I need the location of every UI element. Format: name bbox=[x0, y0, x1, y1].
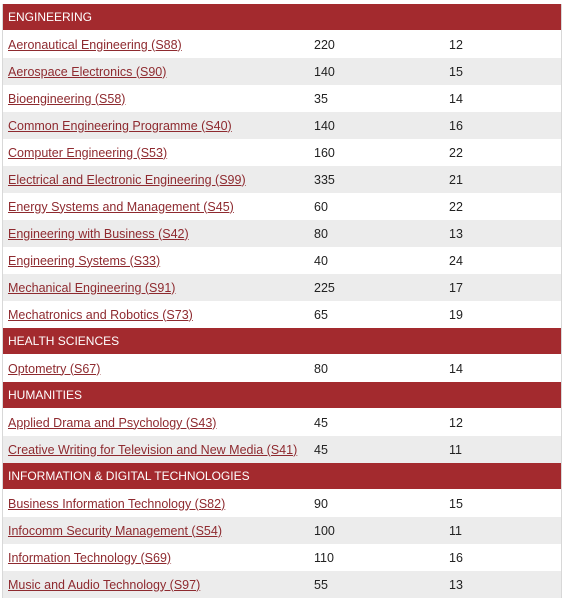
table-row: Business Information Technology (S82) 90 1… bbox=[3, 490, 561, 517]
course-value-cell: 13 bbox=[449, 226, 463, 241]
course-value-cell: 60 bbox=[314, 199, 328, 214]
course-link[interactable]: Aerospace Electronics (S90) bbox=[8, 64, 167, 79]
course-value-cell: 17 bbox=[449, 280, 463, 295]
course-link[interactable]: Aeronautical Engineering (S88) bbox=[8, 37, 182, 52]
course-name-cell: Applied Drama and Psychology (S43) bbox=[3, 416, 314, 430]
course-value-cell: 160 bbox=[314, 145, 335, 160]
course-name-cell: Business Information Technology (S82) bbox=[3, 497, 314, 511]
course-link[interactable]: Energy Systems and Management (S45) bbox=[8, 199, 234, 214]
table-row: Infocomm Security Management (S54) 100 11 bbox=[3, 517, 561, 544]
course-value-cell: 45 bbox=[314, 442, 328, 457]
course-value-cell: 335 bbox=[314, 172, 335, 187]
course-value-cell: 110 bbox=[314, 550, 334, 565]
table-row: Common Engineering Programme (S40) 140 16 bbox=[3, 112, 561, 139]
course-link[interactable]: Mechatronics and Robotics (S73) bbox=[8, 307, 193, 322]
course-link[interactable]: Business Information Technology (S82) bbox=[8, 496, 226, 511]
course-value-cell: 65 bbox=[314, 307, 328, 322]
table-row: Mechanical Engineering (S91) 225 17 bbox=[3, 274, 561, 301]
table-row: Music and Audio Technology (S97) 55 13 bbox=[3, 571, 561, 598]
course-value-cell: 19 bbox=[449, 307, 463, 322]
course-value-cell: 225 bbox=[314, 280, 335, 295]
course-name-cell: Energy Systems and Management (S45) bbox=[3, 200, 314, 214]
course-link[interactable]: Music and Audio Technology (S97) bbox=[8, 577, 201, 592]
table-row: Computer Engineering (S53) 160 22 bbox=[3, 139, 561, 166]
course-name-cell: Aerospace Electronics (S90) bbox=[3, 65, 314, 79]
course-name-cell: Bioengineering (S58) bbox=[3, 92, 314, 106]
course-name-cell: Information Technology (S69) bbox=[3, 551, 314, 565]
course-name-cell: Mechatronics and Robotics (S73) bbox=[3, 308, 314, 322]
course-name-cell: Common Engineering Programme (S40) bbox=[3, 119, 314, 133]
course-value-cell: 15 bbox=[449, 64, 463, 79]
course-link[interactable]: Information Technology (S69) bbox=[8, 550, 172, 565]
course-link[interactable]: Mechanical Engineering (S91) bbox=[8, 280, 176, 295]
course-value-cell: 11 bbox=[449, 442, 462, 457]
course-link[interactable]: Common Engineering Programme (S40) bbox=[8, 118, 232, 133]
section-header: ENGINEERING bbox=[3, 4, 561, 31]
section-header: HEALTH SCIENCES bbox=[3, 328, 561, 355]
table-row: Applied Drama and Psychology (S43) 45 12 bbox=[3, 409, 561, 436]
course-link[interactable]: Infocomm Security Management (S54) bbox=[8, 523, 222, 538]
course-value-cell: 16 bbox=[449, 118, 463, 133]
course-link[interactable]: Electrical and Electronic Engineering (S… bbox=[8, 172, 246, 187]
course-link[interactable]: Computer Engineering (S53) bbox=[8, 145, 168, 160]
course-value-cell: 12 bbox=[449, 37, 463, 52]
course-link[interactable]: Creative Writing for Television and New … bbox=[8, 442, 298, 457]
course-name-cell: Electrical and Electronic Engineering (S… bbox=[3, 173, 314, 187]
course-value-cell: 90 bbox=[314, 496, 328, 511]
table-row: Engineering with Business (S42) 80 13 bbox=[3, 220, 561, 247]
course-name-cell: Mechanical Engineering (S91) bbox=[3, 281, 314, 295]
course-value-cell: 220 bbox=[314, 37, 335, 52]
table-row: Creative Writing for Television and New … bbox=[3, 436, 561, 463]
course-value-cell: 24 bbox=[449, 253, 463, 268]
course-value-cell: 80 bbox=[314, 226, 328, 241]
course-value-cell: 15 bbox=[449, 496, 463, 511]
course-value-cell: 21 bbox=[449, 172, 463, 187]
course-value-cell: 40 bbox=[314, 253, 328, 268]
course-table: ENGINEERING Aeronautical Engineering (S88… bbox=[2, 4, 562, 598]
course-link[interactable]: Applied Drama and Psychology (S43) bbox=[8, 415, 217, 430]
course-name-cell: Infocomm Security Management (S54) bbox=[3, 524, 314, 538]
table-row: Optometry (S67) 80 14 bbox=[3, 355, 561, 382]
course-value-cell: 11 bbox=[449, 523, 462, 538]
table-row: Mechatronics and Robotics (S73) 65 19 bbox=[3, 301, 561, 328]
course-value-cell: 14 bbox=[449, 91, 463, 106]
course-value-cell: 13 bbox=[449, 577, 463, 592]
table-row: Bioengineering (S58) 35 14 bbox=[3, 85, 561, 112]
course-name-cell: Engineering Systems (S33) bbox=[3, 254, 314, 268]
course-name-cell: Aeronautical Engineering (S88) bbox=[3, 38, 314, 52]
course-value-cell: 140 bbox=[314, 118, 335, 133]
course-name-cell: Computer Engineering (S53) bbox=[3, 146, 314, 160]
table-row: Information Technology (S69) 110 16 bbox=[3, 544, 561, 571]
course-name-cell: Optometry (S67) bbox=[3, 362, 314, 376]
course-value-cell: 55 bbox=[314, 577, 328, 592]
course-value-cell: 22 bbox=[449, 199, 463, 214]
table-row: Aeronautical Engineering (S88) 220 12 bbox=[3, 31, 561, 58]
course-value-cell: 16 bbox=[449, 550, 463, 565]
section-header: INFORMATION & DIGITAL TECHNOLOGIES bbox=[3, 463, 561, 490]
course-value-cell: 35 bbox=[314, 91, 328, 106]
table-row: Aerospace Electronics (S90) 140 15 bbox=[3, 58, 561, 85]
table-row: Engineering Systems (S33) 40 24 bbox=[3, 247, 561, 274]
course-name-cell: Engineering with Business (S42) bbox=[3, 227, 314, 241]
course-value-cell: 80 bbox=[314, 361, 328, 376]
course-link[interactable]: Bioengineering (S58) bbox=[8, 91, 126, 106]
course-value-cell: 100 bbox=[314, 523, 335, 538]
course-value-cell: 22 bbox=[449, 145, 463, 160]
table-row: Energy Systems and Management (S45) 60 22 bbox=[3, 193, 561, 220]
course-link[interactable]: Optometry (S67) bbox=[8, 361, 101, 376]
course-value-cell: 14 bbox=[449, 361, 463, 376]
course-name-cell: Creative Writing for Television and New … bbox=[3, 443, 314, 457]
table-row: Electrical and Electronic Engineering (S… bbox=[3, 166, 561, 193]
course-value-cell: 12 bbox=[449, 415, 463, 430]
course-value-cell: 45 bbox=[314, 415, 328, 430]
course-name-cell: Music and Audio Technology (S97) bbox=[3, 578, 314, 592]
course-link[interactable]: Engineering with Business (S42) bbox=[8, 226, 189, 241]
course-value-cell: 140 bbox=[314, 64, 335, 79]
course-link[interactable]: Engineering Systems (S33) bbox=[8, 253, 161, 268]
section-header: HUMANITIES bbox=[3, 382, 561, 409]
